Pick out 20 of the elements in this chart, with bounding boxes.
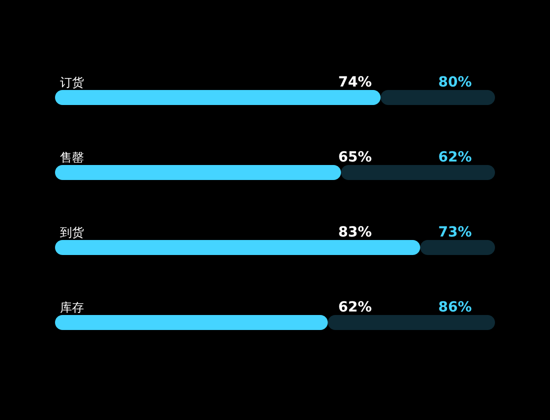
data-label: 74% [338,74,372,90]
bar [55,165,341,180]
bar [55,90,381,105]
annotation: 80% [438,74,472,90]
y-tick-label: 售罄 [60,150,84,164]
bar [55,315,328,330]
annotation: 86% [438,300,472,316]
bar [55,240,420,255]
bar [420,240,495,255]
bar [328,315,495,330]
data-label: 62% [338,300,372,316]
annotation: 62% [438,150,472,166]
bar [380,90,495,105]
data-label: 83% [338,224,372,240]
data-label: 65% [338,150,372,166]
y-tick-label: 订货 [60,76,84,90]
y-tick-label: 到货 [60,226,84,240]
bar [341,165,495,180]
y-tick-label: 库存 [60,300,84,314]
annotation: 73% [438,224,472,240]
